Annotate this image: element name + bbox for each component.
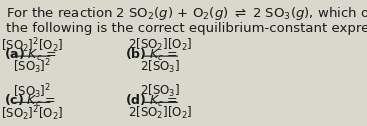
Text: $\mathbf{(b)}$ $\mathit{K_c}$ =: $\mathbf{(b)}$ $\mathit{K_c}$ = — [126, 47, 178, 63]
Text: $\mathbf{(c)}$ $\mathit{K_c}$ =: $\mathbf{(c)}$ $\mathit{K_c}$ = — [4, 93, 55, 109]
Text: 2[SO$_3$]: 2[SO$_3$] — [140, 83, 180, 99]
Text: [SO$_3$]$^2$: [SO$_3$]$^2$ — [13, 58, 51, 76]
Text: $\mathbf{(d)}$ $\mathit{K_c}$ =: $\mathbf{(d)}$ $\mathit{K_c}$ = — [126, 93, 178, 109]
Text: [SO$_2$]$^2$[O$_2$]: [SO$_2$]$^2$[O$_2$] — [1, 36, 63, 55]
Text: 2[SO$_3$]: 2[SO$_3$] — [140, 59, 180, 75]
Text: [SO$_3$]$^2$: [SO$_3$]$^2$ — [13, 82, 51, 101]
Text: For the reaction 2 SO$_2$($g$) + O$_2$($g$) $\rightleftharpoons$ 2 SO$_3$($g$), : For the reaction 2 SO$_2$($g$) + O$_2$($… — [6, 5, 367, 22]
Text: 2[SO$_2$][O$_2$]: 2[SO$_2$][O$_2$] — [128, 105, 192, 121]
Text: 2[SO$_2$][O$_2$]: 2[SO$_2$][O$_2$] — [128, 37, 192, 53]
Text: the following is the correct equilibrium-constant expression?: the following is the correct equilibrium… — [6, 22, 367, 35]
Text: $\mathbf{(a)}$ $\mathit{K_c}$ =: $\mathbf{(a)}$ $\mathit{K_c}$ = — [4, 47, 56, 63]
Text: [SO$_2$]$^2$[O$_2$]: [SO$_2$]$^2$[O$_2$] — [1, 104, 63, 123]
